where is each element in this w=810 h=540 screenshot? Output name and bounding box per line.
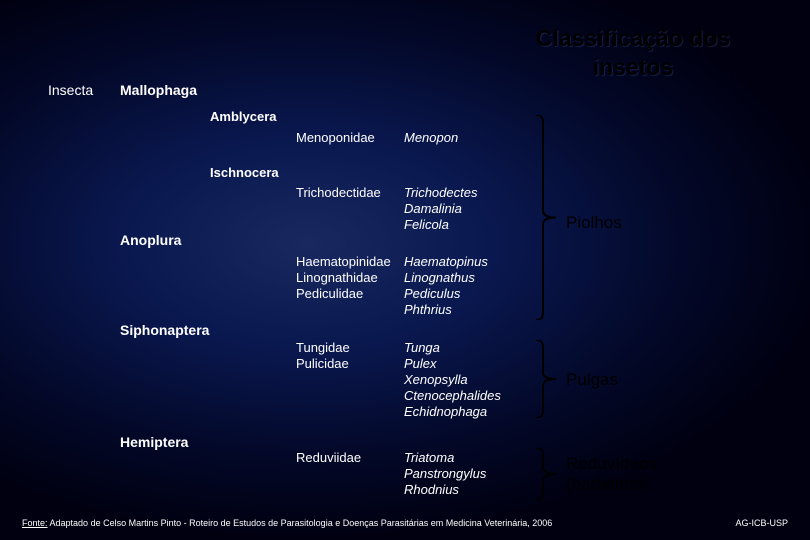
tax-family-5: Tungidae [296, 340, 350, 355]
tax-genus-9: Pulex [404, 356, 437, 371]
tax-genus-3: Felicola [404, 217, 449, 232]
tax-suborder-1: Ischnocera [210, 165, 279, 180]
tax-family-0: Menoponidae [296, 130, 375, 145]
tax-genus-12: Echidnophaga [404, 404, 487, 419]
group-brace-1 [536, 340, 558, 418]
slide-title: Classificação dos insetos [508, 24, 758, 82]
tax-genus-1: Trichodectes [404, 185, 477, 200]
tax-order-2: Siphonaptera [120, 322, 209, 338]
group-label-1: Pulgas [566, 370, 618, 390]
tax-family-3: Linognathidae [296, 270, 378, 285]
footer-source: Fonte: Adaptado de Celso Martins Pinto -… [22, 518, 552, 528]
tax-class: Insecta [48, 82, 93, 98]
tax-suborder-0: Amblycera [210, 109, 276, 124]
footer-institution: AG-ICB-USP [735, 518, 788, 528]
tax-genus-2: Damalinia [404, 201, 462, 216]
tax-family-1: Trichodectidae [296, 185, 381, 200]
footer-source-prefix: Fonte: [22, 518, 48, 528]
tax-genus-10: Xenopsylla [404, 372, 468, 387]
tax-order-0: Mallophaga [120, 82, 197, 98]
group-label-2: Reduvídeos(barbeiros) [566, 454, 657, 495]
group-label-0: Piolhos [566, 213, 622, 233]
footer-source-text: Adaptado de Celso Martins Pinto - Roteir… [50, 518, 553, 528]
tax-order-3: Hemiptera [120, 434, 188, 450]
tax-genus-5: Linognathus [404, 270, 475, 285]
tax-genus-8: Tunga [404, 340, 440, 355]
tax-genus-14: Panstrongylus [404, 466, 486, 481]
tax-genus-7: Phthrius [404, 302, 452, 317]
tax-genus-6: Pediculus [404, 286, 460, 301]
group-brace-2 [536, 448, 558, 500]
tax-genus-15: Rhodnius [404, 482, 459, 497]
tax-order-1: Anoplura [120, 232, 181, 248]
tax-genus-11: Ctenocephalides [404, 388, 501, 403]
tax-genus-4: Haematopinus [404, 254, 488, 269]
tax-family-2: Haematopinidae [296, 254, 391, 269]
group-brace-0 [536, 115, 558, 320]
tax-family-6: Pulicidae [296, 356, 349, 371]
tax-genus-13: Triatoma [404, 450, 454, 465]
tax-family-4: Pediculidae [296, 286, 363, 301]
tax-family-7: Reduviidae [296, 450, 361, 465]
tax-genus-0: Menopon [404, 130, 458, 145]
